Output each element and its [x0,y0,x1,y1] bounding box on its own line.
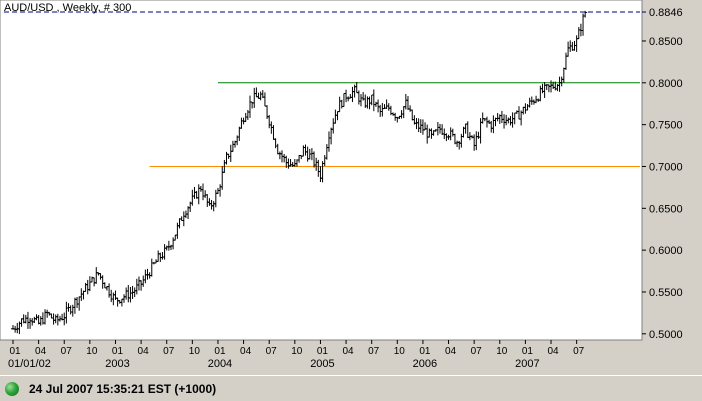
connection-status-icon [5,382,19,396]
x-tick-label: 10 [291,346,303,357]
x-tick-label: 01 [214,346,226,357]
x-year-label: 2007 [515,358,539,370]
x-year-label: 2005 [310,358,334,370]
x-tick-label: 04 [342,346,354,357]
x-year-label: 2003 [105,358,129,370]
price-chart: AUD/USD , Weekly, # 300 0.5000 0.5500 0.60… [0,0,683,370]
x-tick-label: 04 [547,346,559,357]
x-tick-label: 01 [522,346,534,357]
x-tick-label: 07 [573,346,585,357]
x-tick-label: 01 [419,346,431,357]
y-tick-label: 0.6000 [649,245,683,257]
chart-panel: AUD/USD , Weekly, # 300 0.5000 0.5500 0.60… [0,0,683,370]
y-tick-label: 0.8000 [649,78,683,90]
x-year-label: 2004 [208,358,232,370]
last-value-label: 0.8846 [649,7,683,19]
x-tick-label: 10 [86,346,98,357]
x-axis: 01 04 07 10 01 04 07 10 01 04 07 10 01 04 07 10 01 04 07 10… [8,340,585,370]
price-bar [583,10,588,18]
y-tick-label: 0.8500 [649,36,683,48]
price-bars [11,10,588,335]
x-tick-label: 01 [112,346,124,357]
plot-area [0,0,643,341]
x-tick-label: 04 [138,346,150,357]
x-tick-label: 04 [445,346,457,357]
status-bar: 24 Jul 2007 15:35:21 EST (+1000) [0,375,702,401]
x-tick-label: 07 [368,346,380,357]
x-tick-label: 07 [61,346,73,357]
y-tick-label: 0.5500 [649,287,683,299]
y-tick-label: 0.7000 [649,161,683,173]
x-tick-label: 07 [163,346,175,357]
x-tick-label: 07 [471,346,483,357]
x-year-label: 2006 [413,358,437,370]
x-tick-label: 04 [35,346,47,357]
x-tick-label: 07 [266,346,278,357]
x-start-label: 01/01/02 [8,358,51,370]
reference-lines [4,11,640,167]
x-tick-label: 01 [9,346,21,357]
x-tick-label: 10 [394,346,406,357]
y-tick-label: 0.5000 [649,329,683,341]
x-tick-label: 10 [496,346,508,357]
status-datetime: 24 Jul 2007 15:35:21 EST (+1000) [29,382,217,396]
y-tick-label: 0.7500 [649,120,683,132]
y-tick-label: 0.6500 [649,203,683,215]
x-tick-label: 10 [189,346,201,357]
x-tick-label: 01 [317,346,329,357]
y-axis: 0.5000 0.5500 0.6000 0.6500 0.7000 0.7500 0.80… [642,7,683,341]
x-tick-label: 04 [240,346,252,357]
chart-title: AUD/USD , Weekly, # 300 [4,2,131,14]
